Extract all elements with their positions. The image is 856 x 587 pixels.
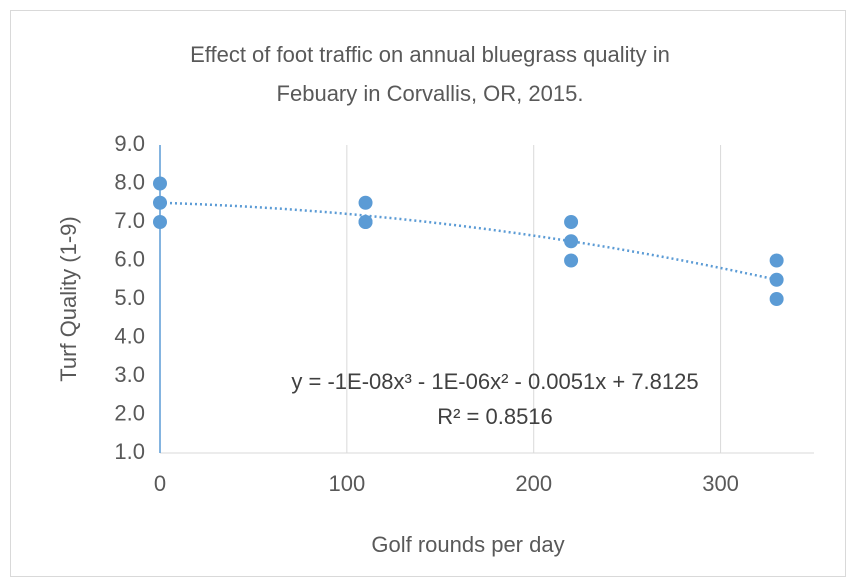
x-axis-label: Golf rounds per day <box>371 532 564 557</box>
x-tick-label: 300 <box>702 471 739 496</box>
point <box>564 253 579 268</box>
point <box>564 215 579 229</box>
point <box>153 176 167 191</box>
x-tick-label: 200 <box>515 471 552 496</box>
point <box>358 215 373 229</box>
annotation: R² = 0.8516 <box>437 404 553 429</box>
point <box>153 215 167 229</box>
y-tick-label: 3.0 <box>114 362 145 387</box>
y-tick-label: 5.0 <box>114 285 145 310</box>
y-tick-label: 9.0 <box>114 131 145 156</box>
annotation: y = -1E-08x³ - 1E-06x² - 0.0051x + 7.812… <box>291 369 698 394</box>
point <box>769 272 784 287</box>
chart-title: Effect of foot traffic on annual bluegra… <box>190 42 670 67</box>
y-tick-label: 8.0 <box>114 169 145 194</box>
y-tick-label: 1.0 <box>114 439 145 464</box>
point <box>358 195 373 210</box>
point <box>769 253 784 268</box>
y-tick-label: 6.0 <box>114 246 145 271</box>
chart-border <box>10 10 846 577</box>
y-tick-label: 2.0 <box>114 400 145 425</box>
point <box>769 292 784 306</box>
point <box>153 195 167 210</box>
x-tick-label: 0 <box>154 471 166 496</box>
y-tick-label: 7.0 <box>114 208 145 233</box>
chart-title: Febuary in Corvallis, OR, 2015. <box>277 81 584 106</box>
y-axis-label: Turf Quality (1-9) <box>56 216 81 381</box>
y-tick-label: 4.0 <box>114 323 145 348</box>
x-tick-label: 100 <box>328 471 365 496</box>
point <box>564 234 579 249</box>
